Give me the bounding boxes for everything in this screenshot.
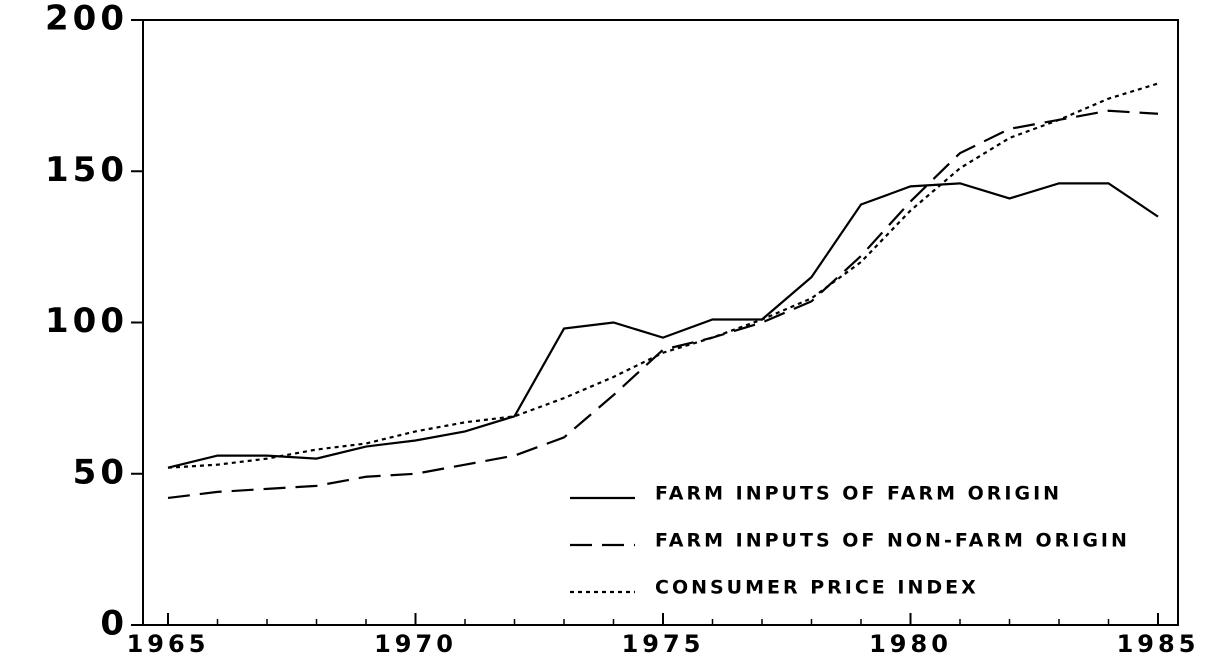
series-line <box>167 182 1159 469</box>
x-tick-label: 1970 <box>374 630 457 657</box>
x-tick-label: 1980 <box>869 630 952 657</box>
y-tick-label: 100 <box>45 301 128 341</box>
y-tick-label: 150 <box>45 150 128 190</box>
legend-label: FARM INPUTS OF NON-FARM ORIGIN <box>655 530 1130 552</box>
x-tick-label: 1975 <box>622 630 705 657</box>
legend-label: CONSUMER PRICE INDEX <box>655 577 979 599</box>
x-tick-label: 1985 <box>1117 630 1200 657</box>
y-tick-label: 200 <box>45 0 128 39</box>
series-line <box>167 82 1159 469</box>
legend-label: FARM INPUTS OF FARM ORIGIN <box>655 483 1062 505</box>
y-tick-label: 50 <box>73 452 128 492</box>
x-tick-label: 1965 <box>127 630 210 657</box>
y-tick-label: 0 <box>100 604 128 644</box>
series-line <box>167 109 1159 500</box>
